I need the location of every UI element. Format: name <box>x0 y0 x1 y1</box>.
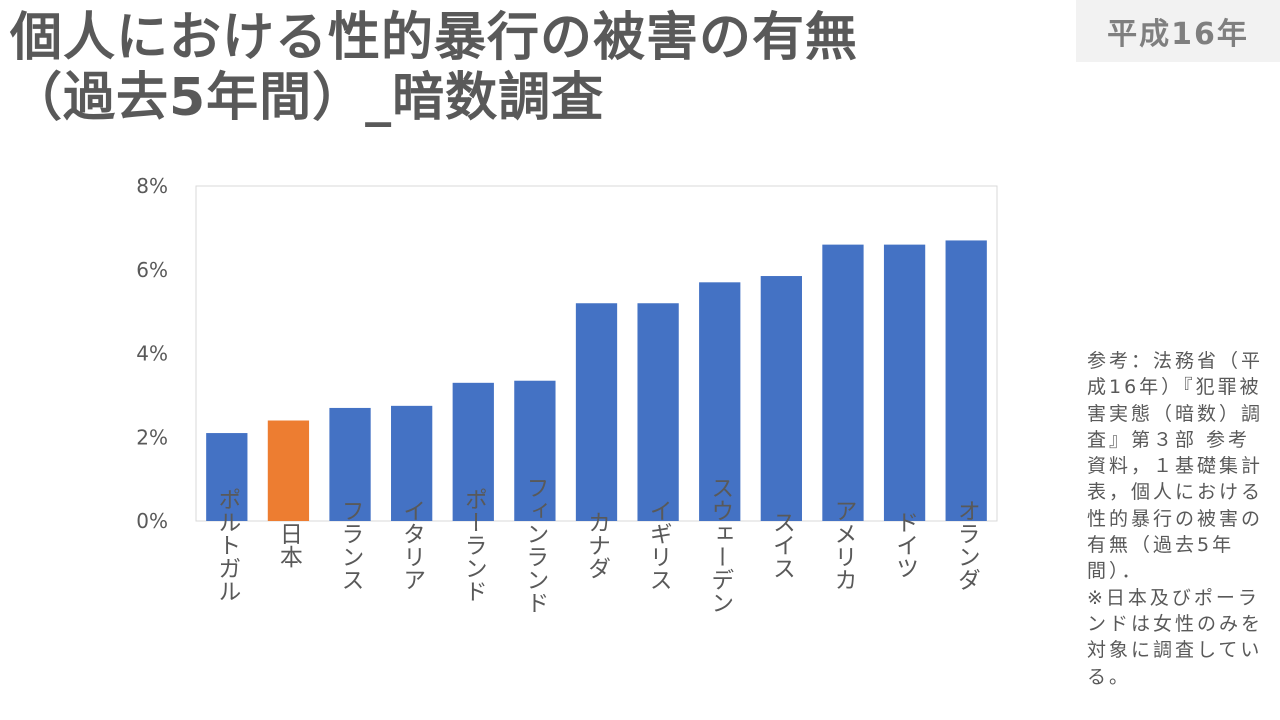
bar <box>514 380 556 521</box>
category-label: アメリカ <box>830 499 856 591</box>
y-tick-label: 6% <box>136 258 168 282</box>
bar <box>822 244 864 521</box>
y-tick-label: 4% <box>136 342 168 366</box>
bar <box>391 405 433 521</box>
category-label: ポーランド <box>460 488 487 603</box>
category-label: カナダ <box>584 511 611 580</box>
source-note: 参考：法務省（平成16年）『犯罪被害実態（暗数）調査』第３部 参考資料，１基礎集… <box>1087 350 1264 688</box>
title-line-2: （過去5年間）_暗数調査 <box>10 68 605 128</box>
bar <box>575 303 618 521</box>
category-label: フィンランド <box>522 476 548 614</box>
category-label: オランダ <box>953 499 980 591</box>
bar <box>883 244 926 521</box>
category-label: スイス <box>768 511 794 580</box>
era-badge: 平成16年 <box>1076 0 1280 62</box>
bar <box>945 240 987 521</box>
bar <box>329 407 371 521</box>
y-tick-label: 0% <box>136 509 168 533</box>
title-line-1: 個人における性的暴行の被害の有無 <box>10 8 859 68</box>
bar <box>206 433 248 521</box>
page-title: 個人における性的暴行の被害の有無 （過去5年間）_暗数調査 <box>10 8 858 128</box>
bar <box>699 282 741 521</box>
y-tick-label: 8% <box>136 174 168 198</box>
bar <box>452 382 494 521</box>
category-label: ポルトガル <box>214 488 241 603</box>
category-label: イタリア <box>399 499 425 591</box>
bar <box>267 420 310 521</box>
category-label: フランス <box>337 499 363 591</box>
bar <box>637 303 679 521</box>
category-label: イギリス <box>645 499 671 591</box>
bar <box>760 276 802 521</box>
y-tick-label: 2% <box>136 425 168 449</box>
category-label: スウェーデン <box>707 476 733 614</box>
category-label: ドイツ <box>892 511 918 580</box>
category-label: 日本 <box>275 522 303 568</box>
